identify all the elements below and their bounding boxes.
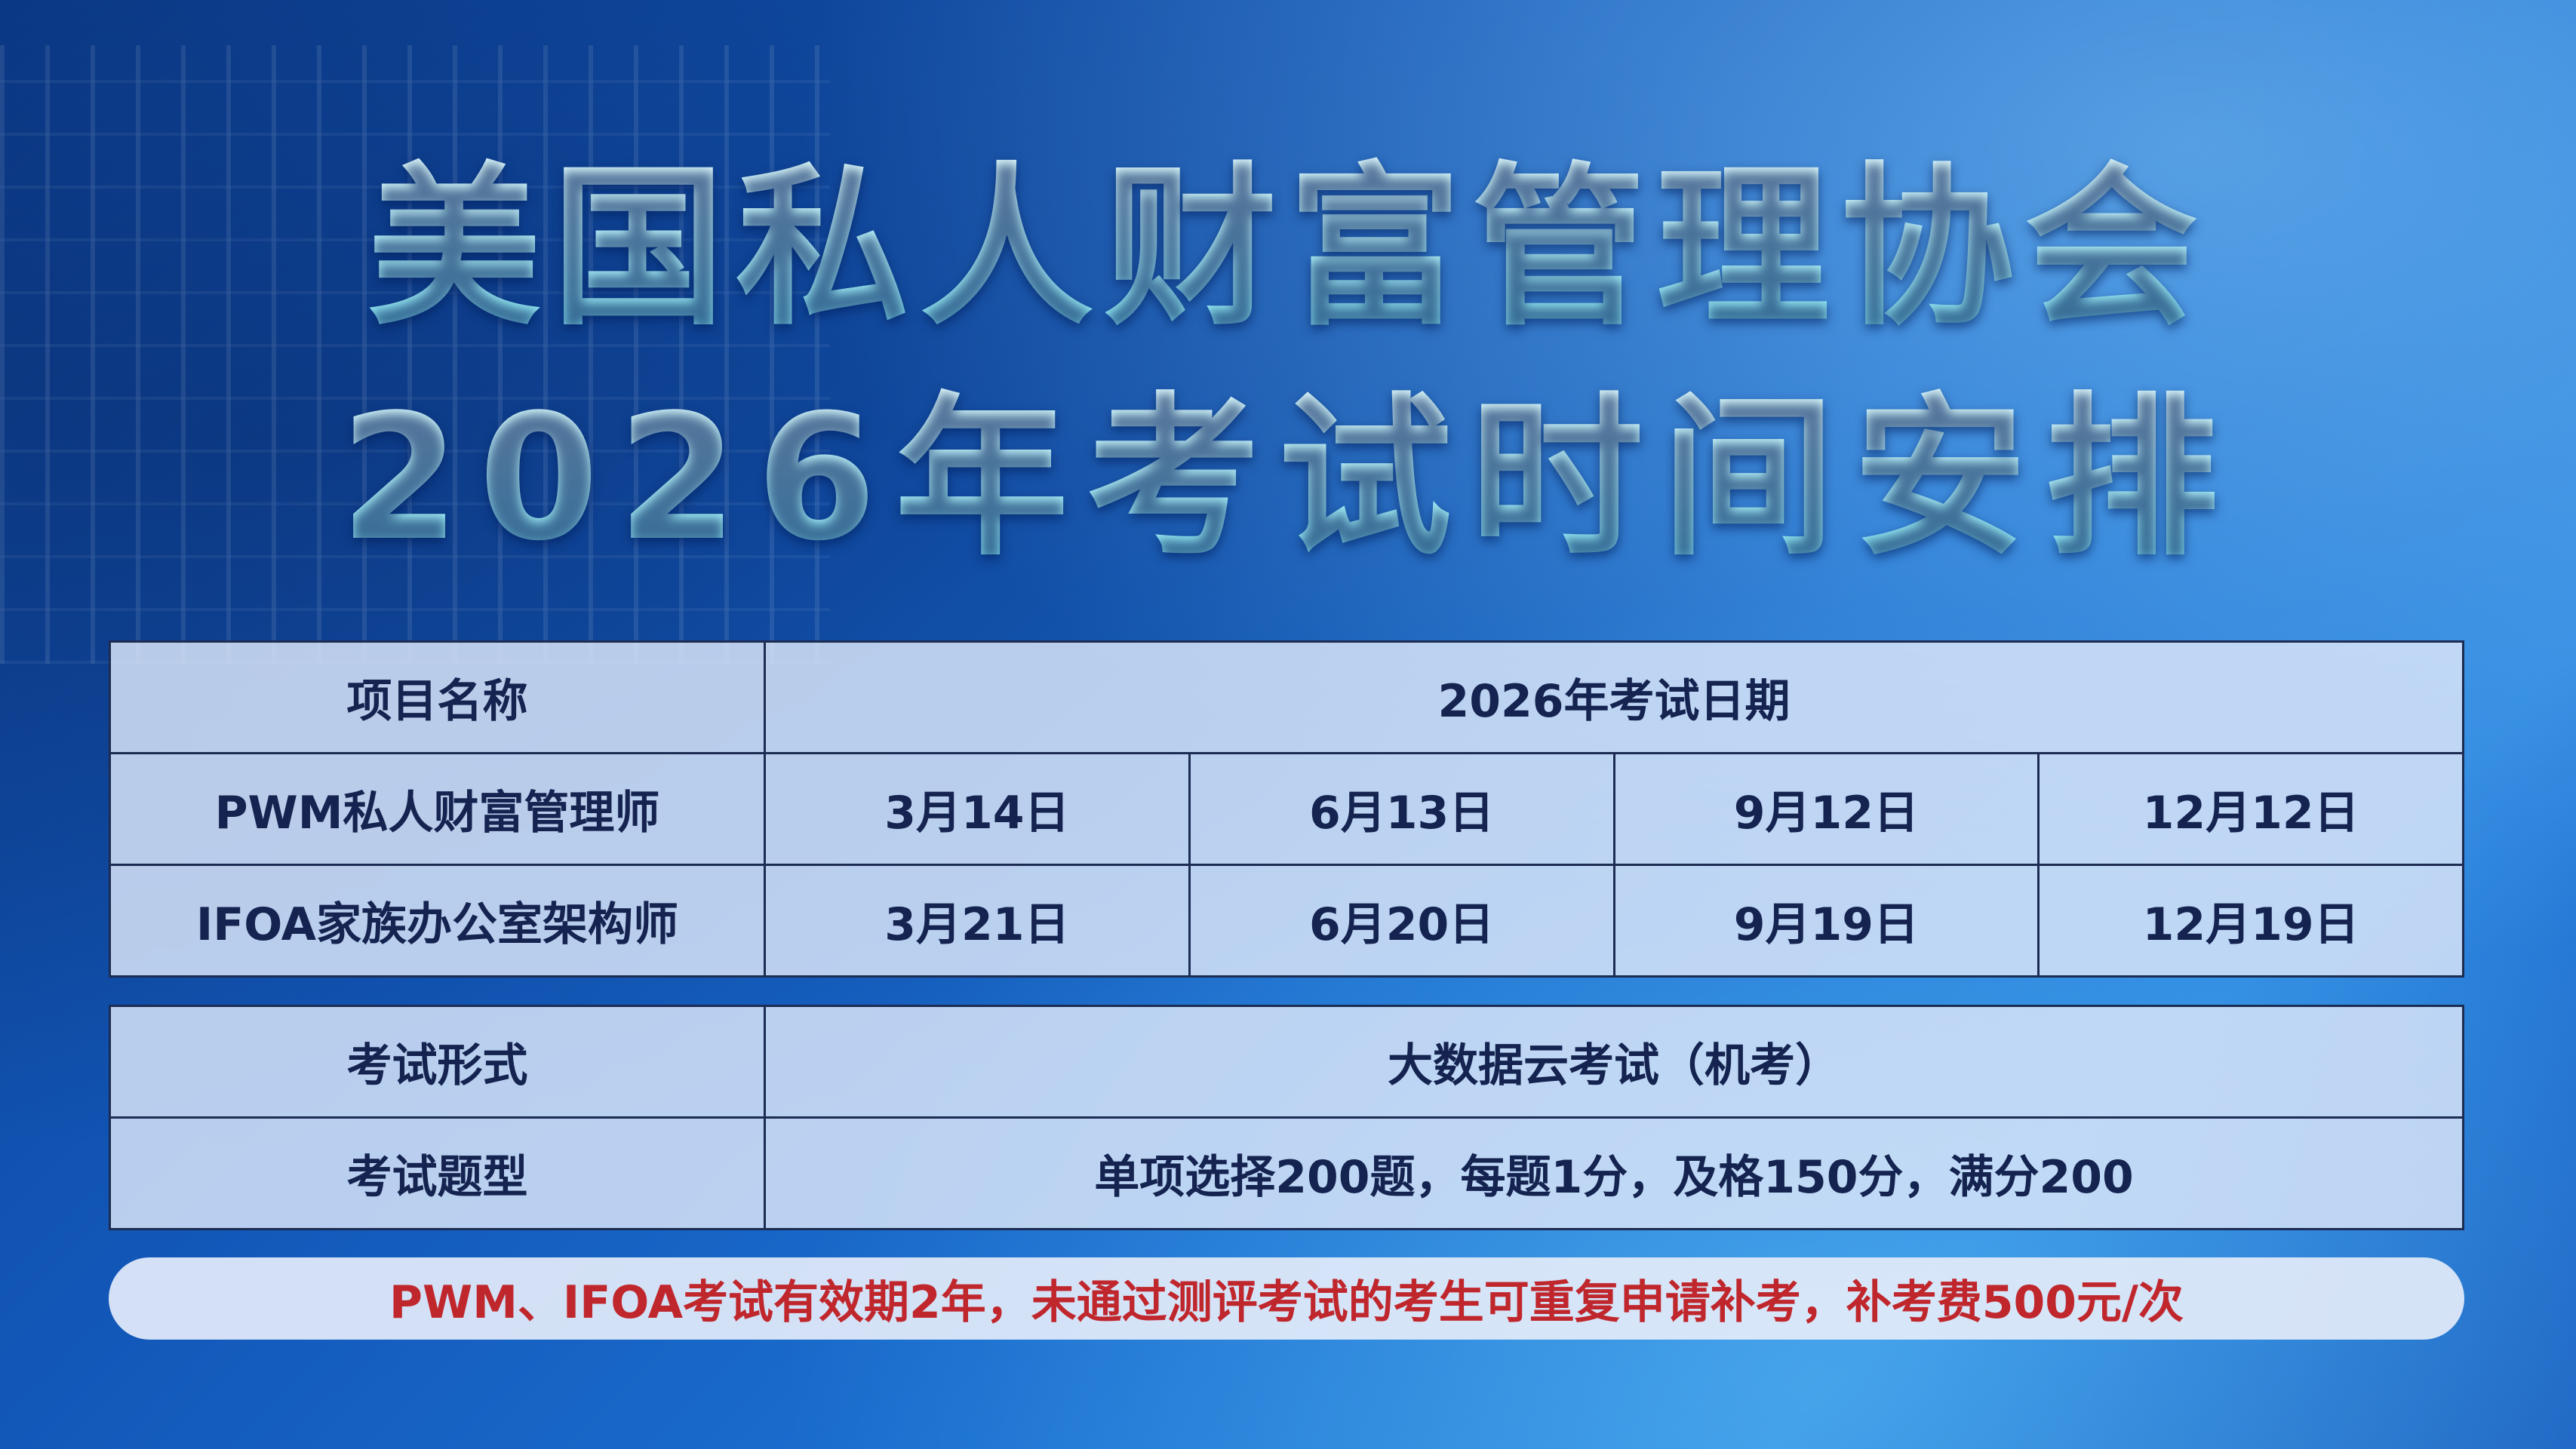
date-cell: 3月14日 [764, 752, 1191, 866]
exam-info-table: 考试形式 大数据云考试（机考） 考试题型 单项选择200题，每题1分，及格150… [109, 1005, 2464, 1230]
info-value: 大数据云考试（机考） [764, 1005, 2464, 1119]
table-header-row: 项目名称 2026年考试日期 [109, 640, 2464, 754]
date-cell: 9月12日 [1612, 752, 2040, 866]
date-cell: 12月19日 [2037, 864, 2464, 978]
info-label: 考试题型 [109, 1116, 766, 1230]
table-row: IFOA家族办公室架构师 3月21日 6月20日 9月19日 12月19日 [109, 864, 2464, 978]
header-dates: 2026年考试日期 [764, 640, 2464, 754]
schedule-table: 项目名称 2026年考试日期 PWM私人财富管理师 3月14日 6月13日 9月… [109, 640, 2464, 978]
date-cell: 6月13日 [1188, 752, 1615, 866]
title-line-2: 2026年考试时间安排 [0, 381, 2576, 577]
row-name: PWM私人财富管理师 [109, 752, 766, 866]
table-row: 考试题型 单项选择200题，每题1分，及格150分，满分200 [109, 1116, 2464, 1230]
date-cell: 12月12日 [2037, 752, 2464, 866]
footer-note: PWM、IFOA考试有效期2年，未通过测评考试的考生可重复申请补考，补考费500… [109, 1257, 2464, 1340]
table-row: 考试形式 大数据云考试（机考） [109, 1005, 2464, 1119]
row-name: IFOA家族办公室架构师 [109, 864, 766, 978]
table-row: PWM私人财富管理师 3月14日 6月13日 9月12日 12月12日 [109, 752, 2464, 866]
title-line-1: 美国私人财富管理协会 [0, 151, 2576, 347]
date-cell: 9月19日 [1612, 864, 2040, 978]
date-cell: 3月21日 [764, 864, 1191, 978]
info-value: 单项选择200题，每题1分，及格150分，满分200 [764, 1116, 2464, 1230]
info-label: 考试形式 [109, 1005, 766, 1119]
date-cell: 6月20日 [1188, 864, 1615, 978]
background-building [0, 45, 830, 664]
header-name: 项目名称 [109, 640, 766, 754]
